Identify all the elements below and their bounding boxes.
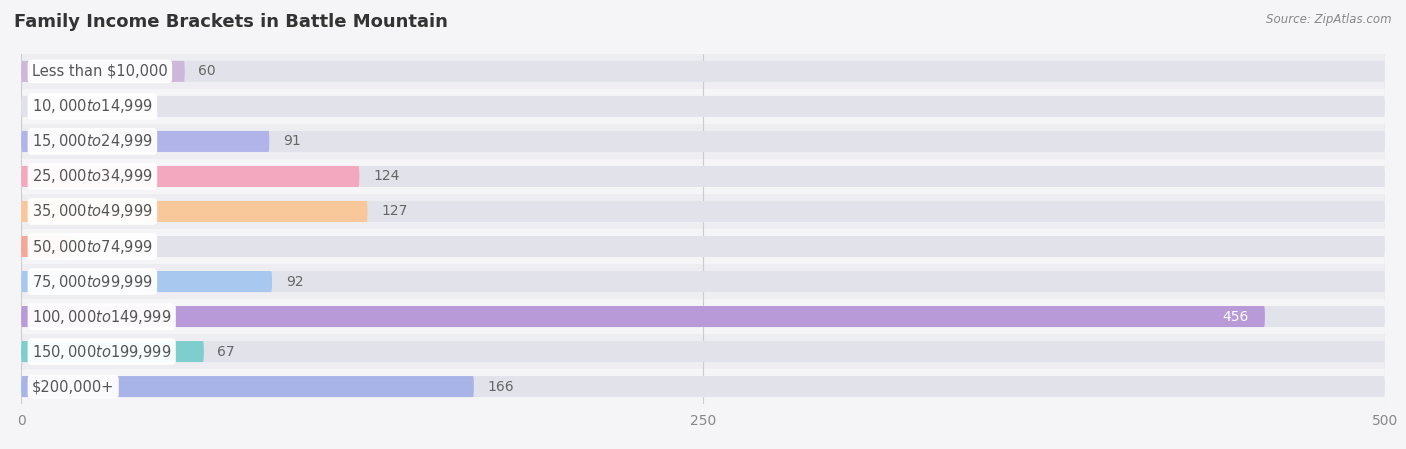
FancyBboxPatch shape bbox=[21, 271, 271, 292]
Text: 124: 124 bbox=[373, 169, 399, 184]
Bar bbox=[21, 264, 1385, 299]
FancyBboxPatch shape bbox=[21, 131, 1385, 152]
Text: 67: 67 bbox=[218, 344, 235, 359]
Text: $75,000 to $99,999: $75,000 to $99,999 bbox=[32, 273, 153, 291]
FancyBboxPatch shape bbox=[21, 376, 1385, 397]
FancyBboxPatch shape bbox=[21, 201, 367, 222]
Bar bbox=[21, 159, 1385, 194]
Bar bbox=[21, 124, 1385, 159]
Text: Family Income Brackets in Battle Mountain: Family Income Brackets in Battle Mountai… bbox=[14, 13, 449, 31]
Text: 0: 0 bbox=[35, 99, 44, 114]
Text: 456: 456 bbox=[1222, 309, 1249, 324]
Text: 127: 127 bbox=[381, 204, 408, 219]
Text: $35,000 to $49,999: $35,000 to $49,999 bbox=[32, 202, 153, 220]
FancyBboxPatch shape bbox=[21, 341, 1385, 362]
Bar bbox=[21, 89, 1385, 124]
FancyBboxPatch shape bbox=[21, 341, 204, 362]
FancyBboxPatch shape bbox=[21, 236, 73, 257]
Text: $10,000 to $14,999: $10,000 to $14,999 bbox=[32, 97, 153, 115]
FancyBboxPatch shape bbox=[21, 96, 1385, 117]
Text: 91: 91 bbox=[283, 134, 301, 149]
FancyBboxPatch shape bbox=[21, 306, 1265, 327]
Text: 19: 19 bbox=[87, 239, 104, 254]
Text: $150,000 to $199,999: $150,000 to $199,999 bbox=[32, 343, 172, 361]
Text: 60: 60 bbox=[198, 64, 217, 79]
FancyBboxPatch shape bbox=[21, 236, 1385, 257]
Bar bbox=[21, 369, 1385, 404]
Bar bbox=[21, 229, 1385, 264]
FancyBboxPatch shape bbox=[21, 306, 1385, 327]
Bar bbox=[21, 194, 1385, 229]
FancyBboxPatch shape bbox=[21, 61, 184, 82]
Text: $100,000 to $149,999: $100,000 to $149,999 bbox=[32, 308, 172, 326]
FancyBboxPatch shape bbox=[21, 201, 1385, 222]
Text: Source: ZipAtlas.com: Source: ZipAtlas.com bbox=[1267, 13, 1392, 26]
FancyBboxPatch shape bbox=[21, 131, 270, 152]
FancyBboxPatch shape bbox=[21, 166, 360, 187]
Text: $15,000 to $24,999: $15,000 to $24,999 bbox=[32, 132, 153, 150]
Text: Less than $10,000: Less than $10,000 bbox=[32, 64, 167, 79]
Text: $25,000 to $34,999: $25,000 to $34,999 bbox=[32, 167, 153, 185]
FancyBboxPatch shape bbox=[21, 61, 1385, 82]
Bar bbox=[21, 334, 1385, 369]
FancyBboxPatch shape bbox=[21, 166, 1385, 187]
Bar bbox=[21, 299, 1385, 334]
Text: 92: 92 bbox=[285, 274, 304, 289]
FancyBboxPatch shape bbox=[21, 271, 1385, 292]
Text: $200,000+: $200,000+ bbox=[32, 379, 114, 394]
Text: $50,000 to $74,999: $50,000 to $74,999 bbox=[32, 238, 153, 255]
FancyBboxPatch shape bbox=[21, 376, 474, 397]
Text: 166: 166 bbox=[488, 379, 515, 394]
Bar bbox=[21, 54, 1385, 89]
